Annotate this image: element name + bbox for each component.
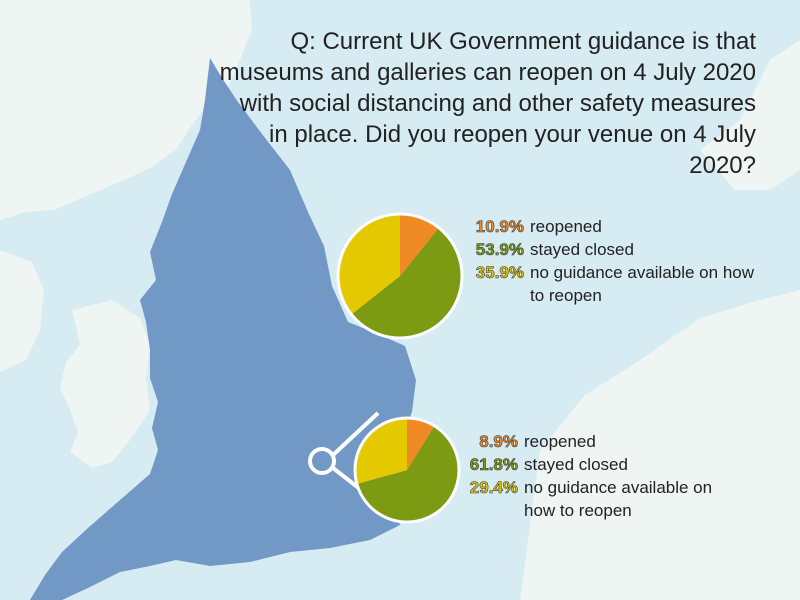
- north-continent-land: [700, 40, 800, 190]
- pie-outline: [353, 416, 461, 524]
- pie-slice-stayed-closed: [351, 227, 463, 339]
- question-text: Q: Current UK Government guidance is tha…: [219, 28, 756, 179]
- legend-london: 8.9% reopened 61.8% stayed closed 29.4% …: [456, 430, 714, 522]
- pct-stayed-closed: 61.8%: [469, 455, 518, 475]
- scotland-land: [0, 0, 252, 220]
- pie-slice-stayed-closed: [356, 425, 460, 522]
- continent-land: [520, 290, 800, 600]
- pct-reopened: 10.9%: [475, 217, 524, 237]
- wales-land: [60, 300, 150, 468]
- ireland-land: [0, 250, 44, 372]
- label-no-guidance: no guidance available on how to reopen: [530, 263, 755, 305]
- label-reopened: reopened: [530, 217, 602, 236]
- legend-row-reopened: 10.9% reopened: [462, 215, 770, 238]
- label-no-guidance: no guidance available on how to reopen: [524, 478, 713, 520]
- england-shape: [30, 58, 416, 600]
- legend-row-no-guidance: 29.4% no guidance available on how to re…: [456, 476, 714, 522]
- pie-slice-reopened: [400, 214, 439, 276]
- pie-england: [336, 212, 464, 340]
- label-reopened: reopened: [524, 432, 596, 451]
- pie-slice-no-guidance: [337, 214, 400, 315]
- london-marker: [308, 447, 336, 475]
- pie-slice-reopened: [407, 418, 435, 470]
- pct-reopened: 8.9%: [479, 432, 518, 452]
- label-stayed-closed: stayed closed: [530, 240, 634, 259]
- pct-stayed-closed: 53.9%: [475, 240, 524, 260]
- legend-row-stayed-closed: 61.8% stayed closed: [456, 453, 714, 476]
- legend-england: 10.9% reopened 53.9% stayed closed 35.9%…: [462, 215, 770, 307]
- pct-no-guidance: 35.9%: [475, 263, 524, 283]
- legend-row-reopened: 8.9% reopened: [456, 430, 714, 453]
- pct-no-guidance: 29.4%: [469, 478, 518, 498]
- pie-london: [353, 416, 461, 524]
- legend-row-stayed-closed: 53.9% stayed closed: [462, 238, 770, 261]
- pie-outline: [336, 212, 464, 340]
- pie-slice-no-guidance: [355, 418, 407, 485]
- legend-row-no-guidance: 35.9% no guidance available on how to re…: [462, 261, 770, 307]
- london-connector-top: [331, 411, 380, 457]
- label-stayed-closed: stayed closed: [524, 455, 628, 474]
